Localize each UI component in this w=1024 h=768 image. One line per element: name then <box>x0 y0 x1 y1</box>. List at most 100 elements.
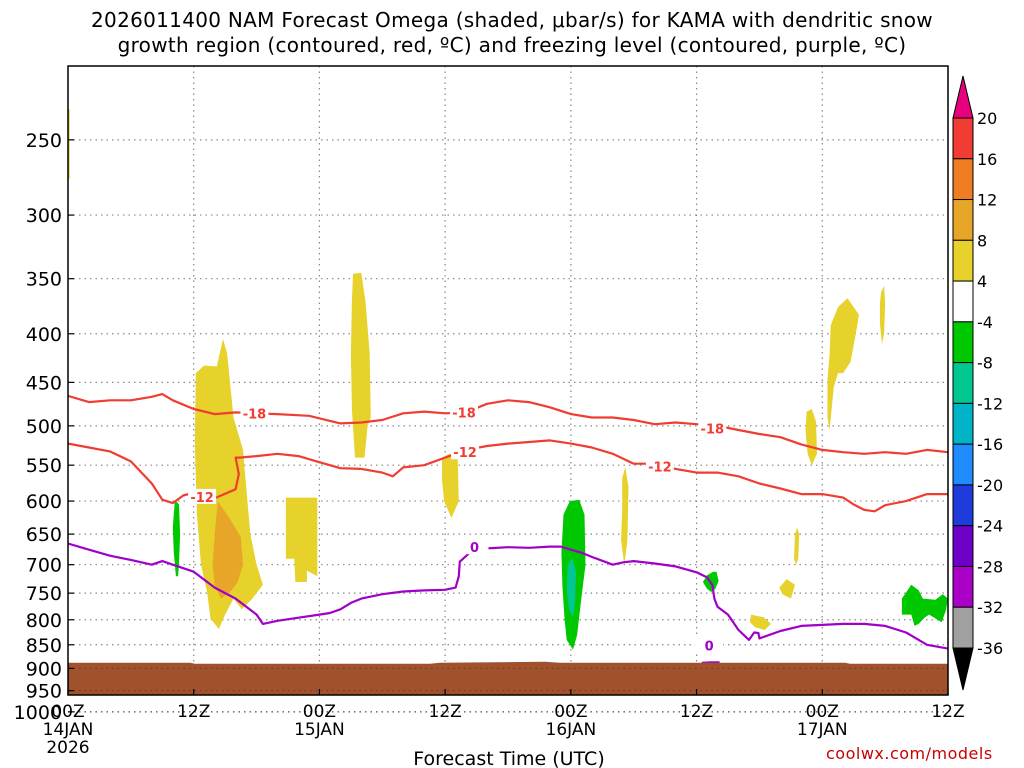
colorbar-label-0: 20 <box>977 109 997 128</box>
y-tick-label-400: 400 <box>26 324 62 346</box>
omega-region-17 <box>901 584 948 626</box>
omega-shading <box>68 109 948 650</box>
colorbar-bin-7 <box>952 402 974 445</box>
plot-frame <box>67 65 949 696</box>
omega-region-1 <box>194 338 263 629</box>
colorbar-bottom-triangle <box>952 647 974 691</box>
colorbar-label-7: -12 <box>977 394 1003 413</box>
colorbar-bin-3 <box>952 239 974 282</box>
colorbar-label-9: -20 <box>977 476 1003 495</box>
y-tick-label-800: 800 <box>26 610 62 632</box>
x-tick-date-2: 15JAN <box>294 720 345 740</box>
colorbar-label-8: -16 <box>977 435 1003 454</box>
ground-layer <box>68 661 948 713</box>
x-tick-label-5: 12Z <box>680 702 713 722</box>
x-tick-label-4: 00Z <box>554 702 587 722</box>
omega-region-5 <box>442 453 459 518</box>
x-tick-label-3: 12Z <box>429 702 462 722</box>
contour-label-bg-6 <box>460 539 489 555</box>
contour-label-bg-3 <box>451 444 480 460</box>
y-tick-label-700: 700 <box>26 555 62 577</box>
omega-region-4 <box>350 272 371 458</box>
colorbar-label-12: -32 <box>977 598 1003 617</box>
x-tick-label-7: 12Z <box>931 702 964 722</box>
x-tick-label-6: 00Z <box>806 702 839 722</box>
x-axis-label: Forecast Time (UTC) <box>413 748 604 768</box>
contour-label-bg-0 <box>240 405 269 421</box>
colorbar-bin-8 <box>952 443 974 486</box>
colorbar: 20 16 12 8 4 -4 -8 -12 -16 -20 -24 -28 -32 -36 <box>952 75 1003 691</box>
contour-label-bg-2 <box>698 420 727 436</box>
x-tick-label-2: 00Z <box>303 702 336 722</box>
colorbar-label-3: 8 <box>977 231 987 250</box>
site-credit[interactable]: coolwx.com/models <box>826 744 993 763</box>
contour-label-bg-7 <box>695 637 724 653</box>
contour-label-bg-4 <box>188 488 217 504</box>
colorbar-bin-2 <box>952 199 974 241</box>
omega-region-3 <box>285 497 318 582</box>
colorbar-bin-9 <box>952 484 974 527</box>
y-tick-label-1000: 1000 <box>14 702 62 724</box>
contour-label-bg-5 <box>645 458 674 474</box>
colorbar-bin-5 <box>952 321 974 364</box>
omega-region-7 <box>805 409 817 466</box>
contour-label-1: -18 <box>452 406 476 421</box>
colorbar-bin-10 <box>952 525 974 567</box>
y-tick-label-600: 600 <box>26 491 62 513</box>
y-tick-label-850: 850 <box>26 635 62 657</box>
contour-line-0 <box>68 393 948 455</box>
colorbar-label-6: -8 <box>977 354 993 373</box>
x-tick-date-0: 14JAN <box>43 720 94 740</box>
colorbar-bin-6 <box>952 362 974 404</box>
contour-label-6: 0 <box>470 541 479 556</box>
y-tick-label-900: 900 <box>26 658 62 680</box>
contour-label-2: -18 <box>701 422 725 437</box>
colorbar-bin-4 <box>952 280 974 323</box>
x-tick-date-6: 17JAN <box>797 720 848 740</box>
x-tick-label-1: 12Z <box>177 702 210 722</box>
contours: -18 -18 -18 -12 -12 -12 0 0 <box>68 393 948 664</box>
omega-region-11 <box>779 579 795 599</box>
omega-region-8 <box>827 298 859 430</box>
y-tick-label-300: 300 <box>26 205 62 227</box>
omega-region-6 <box>621 466 629 565</box>
colorbar-label-1: 16 <box>977 150 997 169</box>
contour-label-7: 0 <box>705 639 714 654</box>
y-axis: 2503003504004505005506006507007508008509… <box>14 130 74 724</box>
colorbar-top-triangle <box>952 75 974 119</box>
x-tick-date-4: 16JAN <box>546 720 597 740</box>
y-tick-label-950: 950 <box>26 681 62 703</box>
colorbar-label-13: -36 <box>977 639 1003 658</box>
y-tick-label-550: 550 <box>26 455 62 477</box>
colorbar-bin-12 <box>952 606 974 649</box>
colorbar-label-10: -24 <box>977 517 1003 536</box>
omega-region-13 <box>172 499 181 577</box>
y-tick-label-350: 350 <box>26 269 62 291</box>
colorbar-label-4: 4 <box>977 272 987 291</box>
contour-line-2 <box>68 542 948 650</box>
omega-region-10 <box>794 527 800 565</box>
contour-label-5: -12 <box>648 461 672 476</box>
omega-region-9 <box>879 285 886 344</box>
x-tick-label-0: 00Z <box>51 702 84 722</box>
omega-region-15 <box>566 557 577 618</box>
colorbar-label-11: -28 <box>977 557 1003 576</box>
colorbar-label-2: 12 <box>977 191 997 210</box>
omega-region-12 <box>750 614 771 630</box>
chart-title: 2026011400 NAM Forecast Omega (shaded, μ… <box>91 8 933 57</box>
contour-label-4: -12 <box>190 491 214 506</box>
colorbar-bin-11 <box>952 565 974 608</box>
y-tick-label-750: 750 <box>26 583 62 605</box>
contour-label-3: -12 <box>453 446 477 461</box>
colorbar-label-5: -4 <box>977 313 993 332</box>
contour-label-0: -18 <box>243 407 267 422</box>
omega-region-2 <box>212 501 243 599</box>
y-tick-label-250: 250 <box>26 130 62 152</box>
y-tick-label-650: 650 <box>26 524 62 546</box>
colorbar-bin-1 <box>952 158 974 201</box>
x-tick-year-0: 2026 <box>46 738 89 758</box>
colorbar-bin-0 <box>952 117 974 160</box>
y-tick-label-450: 450 <box>26 372 62 394</box>
